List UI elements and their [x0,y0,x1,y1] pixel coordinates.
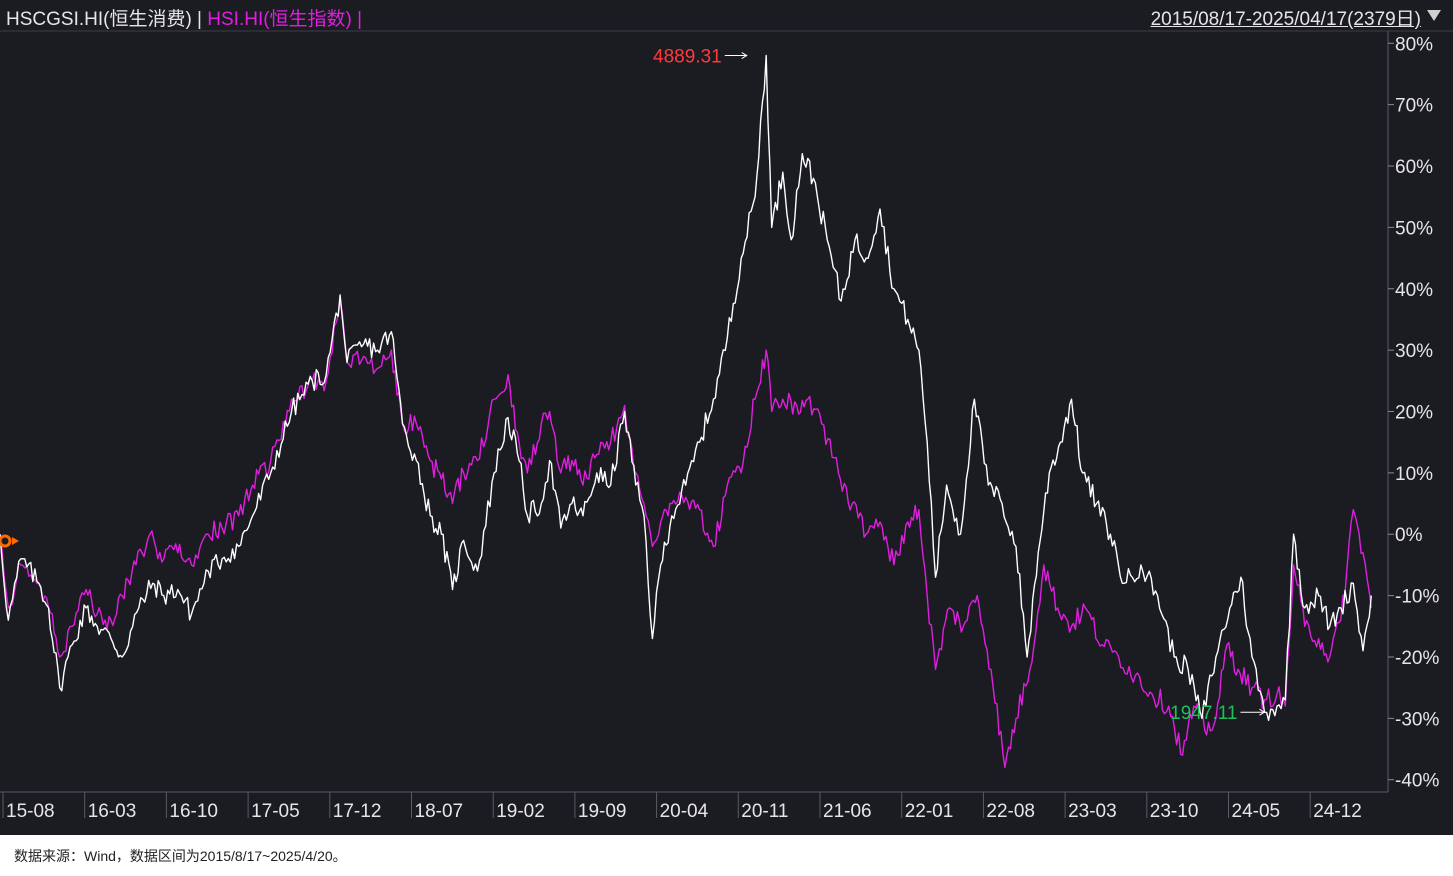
x-tick-label: 18-07 [415,801,464,822]
y-tick-label: 60% [1395,157,1433,178]
line-chart: 80% 70% 60% 50% 40% 30% 20% 10% 0% -10% -20% -30% -4… [0,30,1453,822]
y-tick-label: -40% [1395,771,1439,792]
series-line-hscgsi[interactable] [0,54,1372,721]
y-tick-label: 30% [1395,341,1433,362]
legend-header: HSCGSI.HI(恒生消费) | HSI.HI(恒生指数) | [6,4,362,31]
annotations: 4889.31 1947.11 [653,47,1266,724]
min-value-label: 1947.11 [1170,703,1237,724]
x-tick-label: 17-05 [251,801,300,822]
x-tick-label: 22-08 [986,801,1035,822]
x-tick-label: 24-12 [1313,801,1362,822]
legend-series1[interactable]: HSCGSI.HI(恒生消费) [6,9,192,30]
x-tick-label: 19-09 [578,801,627,822]
date-range[interactable]: 2015/08/17-2025/04/17(2379日) [1150,9,1421,30]
series-group [0,54,1372,769]
x-tick-label: 21-06 [823,801,872,822]
x-tick-label: 19-02 [496,801,545,822]
y-tick-label: -30% [1395,709,1439,730]
max-arrow-icon [741,52,748,59]
y-axis: 80% 70% 60% 50% 40% 30% 20% 10% 0% -10% -20% -30% -4… [1388,34,1439,792]
x-tick-label: 23-10 [1150,801,1199,822]
min-arrow-icon [1259,708,1266,716]
chart-area: HSCGSI.HI(恒生消费) | HSI.HI(恒生指数) | 2015/08… [0,0,1453,835]
y-tick-label: 50% [1395,218,1433,239]
y-tick-label: 80% [1395,34,1433,55]
source-note: 数据来源：Wind，数据区间为2015/8/17~2025/4/20。 [14,848,347,864]
legend-series2[interactable]: HSI.HI(恒生指数) [207,9,352,30]
x-tick-label: 23-03 [1068,801,1117,822]
y-tick-label: -10% [1395,587,1439,608]
y-tick-label: 20% [1395,403,1433,424]
series-line-hsi[interactable] [0,300,1372,769]
legend-series2-suffix: | [351,9,363,30]
legend-separator: | [191,9,208,30]
dropdown-triangle-icon[interactable] [1427,10,1441,21]
x-axis: 15-08 16-03 16-10 17-05 17-12 18-07 19-02 19-09… [2,792,1362,822]
start-marker-icon[interactable] [0,534,19,548]
x-tick-label: 16-10 [169,801,218,822]
x-tick-label: 20-11 [741,801,788,822]
y-tick-label: 0% [1395,525,1423,546]
y-tick-label: -20% [1395,648,1439,669]
x-tick-label: 15-08 [6,801,55,822]
x-tick-label: 24-05 [1232,801,1281,822]
x-tick-label: 20-04 [660,801,709,822]
x-tick-label: 22-01 [905,801,954,822]
y-tick-label: 10% [1395,464,1433,485]
x-tick-label: 17-12 [333,801,382,822]
y-tick-label: 70% [1395,96,1433,117]
x-tick-label: 16-03 [88,801,137,822]
max-value-label: 4889.31 [653,47,722,68]
y-tick-label: 40% [1395,280,1433,301]
